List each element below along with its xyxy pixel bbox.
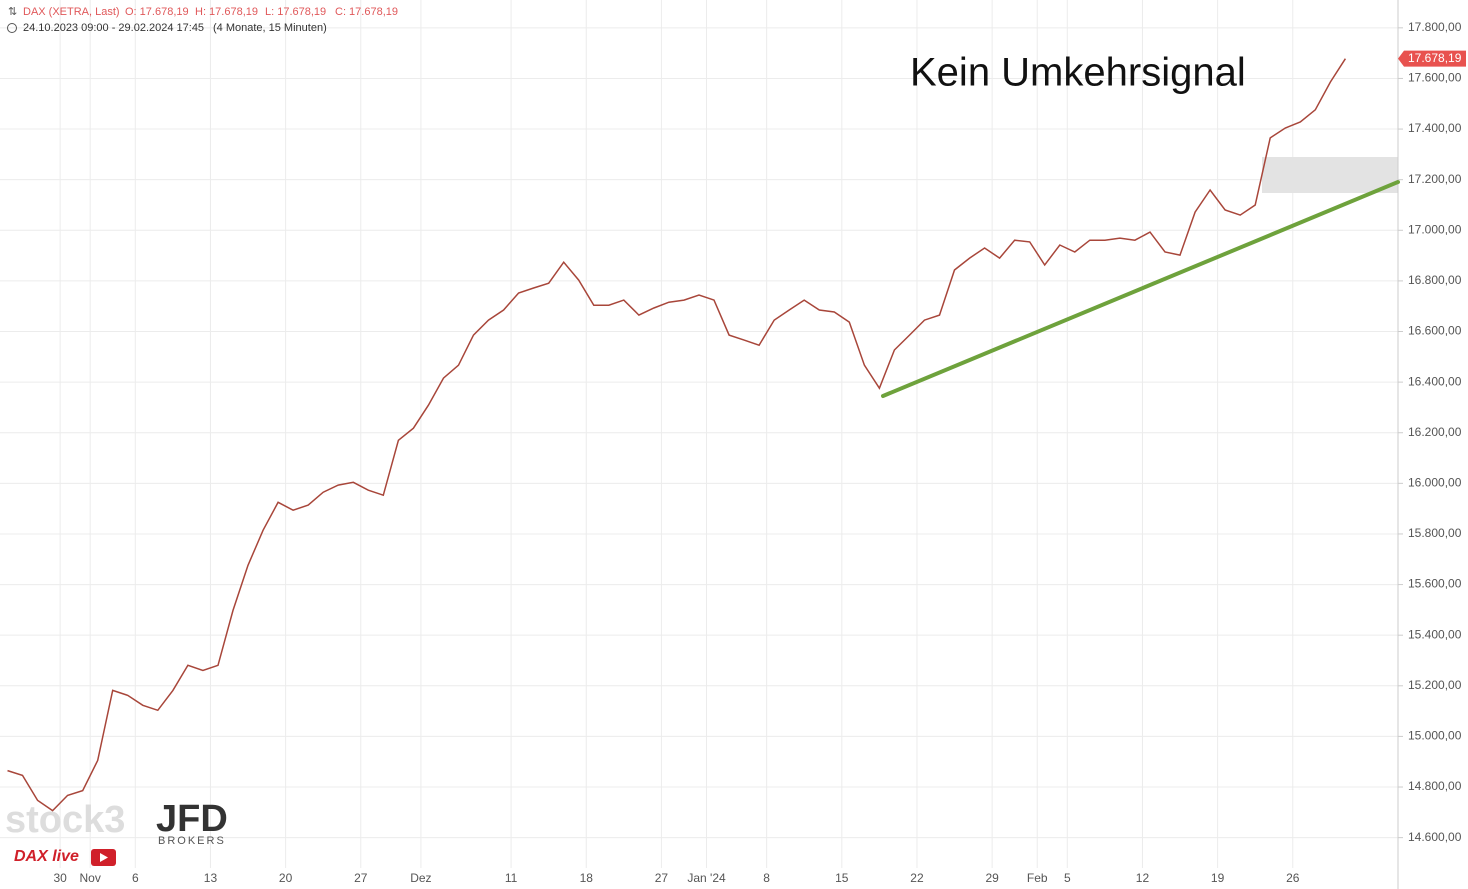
y-tick-label: 15.800,00 xyxy=(1408,526,1462,540)
x-tick-label: 6 xyxy=(132,871,139,885)
y-tick-label: 15.600,00 xyxy=(1408,577,1462,591)
x-tick-label: 30 xyxy=(53,871,67,885)
watermark: stock3 xyxy=(5,799,125,841)
watermark: BROKERS xyxy=(158,835,226,847)
y-tick-label: 17.000,00 xyxy=(1408,222,1462,236)
y-tick-label: 17.200,00 xyxy=(1408,172,1462,186)
y-tick-label: 16.000,00 xyxy=(1408,476,1462,490)
x-tick-label: 29 xyxy=(985,871,999,885)
icon: ⇅ xyxy=(8,6,17,18)
y-tick-label: 14.800,00 xyxy=(1408,779,1462,793)
x-tick-label: 13 xyxy=(204,871,218,885)
price-badge-label: 17.678,19 xyxy=(1408,51,1462,65)
x-tick-label: 11 xyxy=(505,871,518,885)
x-tick-label: 22 xyxy=(910,871,924,885)
x-tick-label: 26 xyxy=(1286,871,1300,885)
gap-zone xyxy=(1262,157,1398,193)
grid xyxy=(0,0,1398,868)
x-tick-label: Feb xyxy=(1027,871,1048,885)
y-tick-label: 17.800,00 xyxy=(1408,20,1462,34)
x-tick-label: Dez xyxy=(410,871,431,885)
play-icon xyxy=(100,853,108,862)
y-tick-label: 16.200,00 xyxy=(1408,425,1462,439)
ohlc-label: H: 17.678,19 xyxy=(195,6,258,18)
y-tick-label: 17.600,00 xyxy=(1408,71,1462,85)
x-tick-label: 8 xyxy=(763,871,770,885)
y-tick-label: 15.400,00 xyxy=(1408,627,1462,641)
ohlc-label: L: 17.678,19 xyxy=(265,6,326,18)
x-tick-label: 27 xyxy=(354,871,368,885)
subtitle: 24.10.2023 09:00 - 29.02.2024 17:45 xyxy=(23,22,204,34)
ohlc-labels: O: 17.678,19 H: 17.678,19 L: 17.678,19 C: 1… xyxy=(125,6,398,18)
y-tick-label: 16.600,00 xyxy=(1408,324,1462,338)
y-tick-label: 17.400,00 xyxy=(1408,121,1462,135)
x-tick-label: 19 xyxy=(1211,871,1225,885)
plot xyxy=(7,58,1347,812)
x-tick-label: 18 xyxy=(580,871,594,885)
y-tick-label: 15.200,00 xyxy=(1408,678,1462,692)
chart-title: DAX (XETRA, Last) xyxy=(23,6,120,18)
x-tick-label: 15 xyxy=(835,871,849,885)
y-tick-label: 16.800,00 xyxy=(1408,273,1462,287)
x-tick-label: 5 xyxy=(1064,871,1071,885)
watermark: DAX live xyxy=(14,848,79,865)
x-tick-label: Jan '24 xyxy=(687,871,726,885)
x-tick-label: 12 xyxy=(1136,871,1150,885)
annotation: Kein Umkehrsignal xyxy=(910,51,1246,95)
x-tick-label: 27 xyxy=(655,871,669,885)
price-badge xyxy=(1398,50,1466,67)
ohlc-label: C: 17.678,19 xyxy=(335,6,398,18)
interval: (4 Monate, 15 Minuten) xyxy=(213,22,327,34)
price-line xyxy=(7,58,1347,812)
x-tick-label: 20 xyxy=(279,871,293,885)
ohlc-label: O: 17.678,19 xyxy=(125,6,189,18)
x-tick-label: Nov xyxy=(80,871,101,885)
watermark: JFD xyxy=(156,798,228,840)
y-tick-label: 14.600,00 xyxy=(1408,830,1462,844)
y-tick-label: 15.000,00 xyxy=(1408,729,1462,743)
y-tick-label: 16.400,00 xyxy=(1408,374,1462,388)
clock-icon xyxy=(7,23,17,33)
trend-line xyxy=(881,180,1400,398)
